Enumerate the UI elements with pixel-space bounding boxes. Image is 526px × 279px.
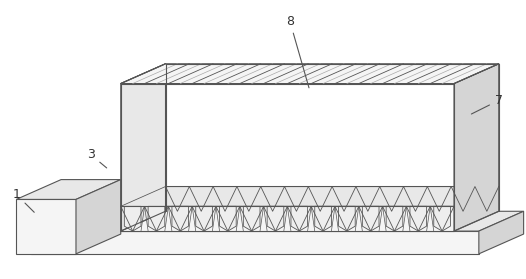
Polygon shape — [479, 211, 523, 254]
Text: 3: 3 — [87, 148, 107, 168]
Polygon shape — [315, 206, 331, 231]
Text: 1: 1 — [13, 188, 34, 212]
Polygon shape — [121, 64, 499, 84]
Polygon shape — [31, 211, 523, 231]
Polygon shape — [244, 206, 260, 231]
Polygon shape — [172, 206, 189, 231]
Polygon shape — [291, 206, 308, 231]
Polygon shape — [267, 206, 284, 231]
Polygon shape — [386, 206, 403, 231]
Polygon shape — [219, 206, 236, 231]
Polygon shape — [124, 206, 141, 231]
Polygon shape — [454, 64, 499, 231]
Polygon shape — [16, 180, 121, 199]
Polygon shape — [148, 206, 165, 231]
Polygon shape — [121, 187, 499, 206]
Polygon shape — [410, 206, 427, 231]
Polygon shape — [196, 206, 213, 231]
Polygon shape — [76, 180, 121, 254]
Polygon shape — [121, 64, 166, 231]
Polygon shape — [31, 231, 479, 254]
Text: 7: 7 — [471, 94, 503, 114]
Text: 8: 8 — [286, 15, 309, 88]
Polygon shape — [16, 199, 76, 254]
Polygon shape — [362, 206, 379, 231]
Polygon shape — [434, 206, 450, 231]
Polygon shape — [121, 206, 454, 231]
Polygon shape — [339, 206, 355, 231]
